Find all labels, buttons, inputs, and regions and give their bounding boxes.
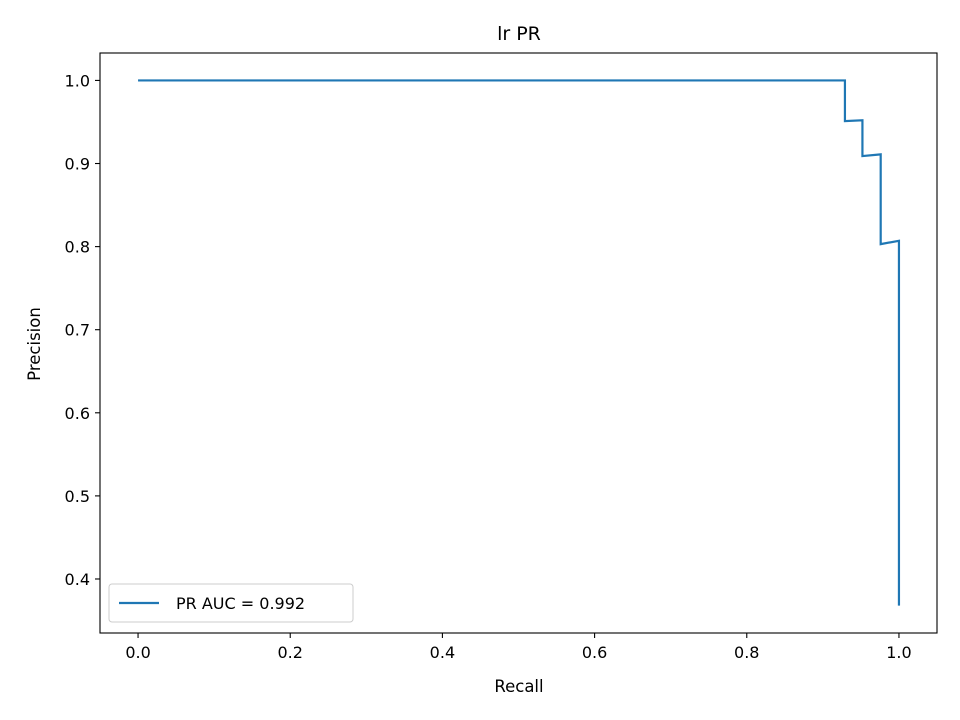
x-tick-label: 0.4 — [430, 643, 455, 662]
chart-title: lr PR — [497, 23, 541, 45]
x-tick-label: 0.8 — [734, 643, 759, 662]
y-tick-label: 0.5 — [65, 487, 90, 506]
plot-area: 0.0 0.2 0.4 0.6 0.8 1.0 0.4 0.5 0.6 0.7 0.8 0.9 1.0 P… — [65, 52, 938, 662]
x-tick-label: 0.6 — [582, 643, 607, 662]
y-tick-label: 0.7 — [65, 321, 90, 340]
y-tick-label: 0.9 — [65, 155, 90, 174]
x-axis-label: Recall — [494, 677, 543, 696]
x-tick-label: 0.2 — [278, 643, 303, 662]
x-tick-label: 0.0 — [125, 643, 150, 662]
axes-frame — [99, 52, 938, 634]
y-tick-label: 0.4 — [65, 570, 90, 589]
y-tick-label: 0.6 — [65, 404, 90, 423]
legend-label: PR AUC = 0.992 — [176, 594, 305, 613]
y-tick-label: 0.8 — [65, 238, 90, 257]
legend-box — [108, 583, 354, 623]
series-line-0 — [138, 79, 901, 606]
y-axis-label: Precision — [25, 307, 44, 381]
y-tick-label: 1.0 — [65, 71, 90, 90]
x-tick-label: 1.0 — [886, 643, 911, 662]
